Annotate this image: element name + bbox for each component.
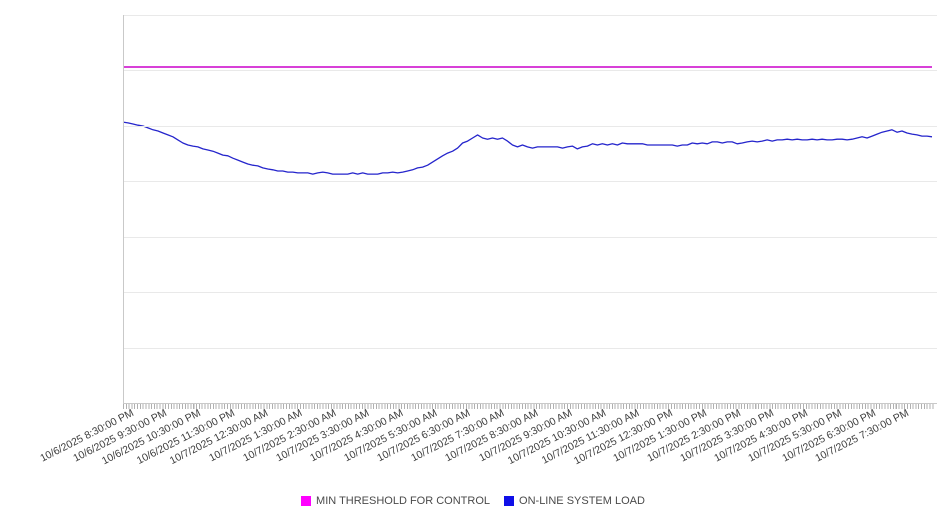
legend: MIN THRESHOLD FOR CONTROL ON-LINE SYSTEM … [0,495,946,507]
plot-area [122,15,937,404]
legend-swatch-icon [301,496,312,506]
series-layer [122,66,933,175]
legend-label: ON-LINE SYSTEM LOAD [519,495,645,507]
y-gridline [123,292,937,294]
y-gridline [123,347,937,349]
y-gridline [123,15,937,16]
x-axis-line [123,403,937,404]
legend-entry: MIN THRESHOLD FOR CONTROL [301,495,490,507]
x-axis-minor-ticks [123,404,935,409]
y-gridline [123,125,937,127]
y-gridline [123,70,937,72]
legend-entry: ON-LINE SYSTEM LOAD [504,495,645,507]
legend-swatch-icon [504,496,515,506]
y-gridline [123,181,937,183]
load-series-line [122,121,933,175]
legend-label: MIN THRESHOLD FOR CONTROL [316,495,491,507]
y-gridline [123,236,937,238]
y-axis-line [123,15,124,403]
